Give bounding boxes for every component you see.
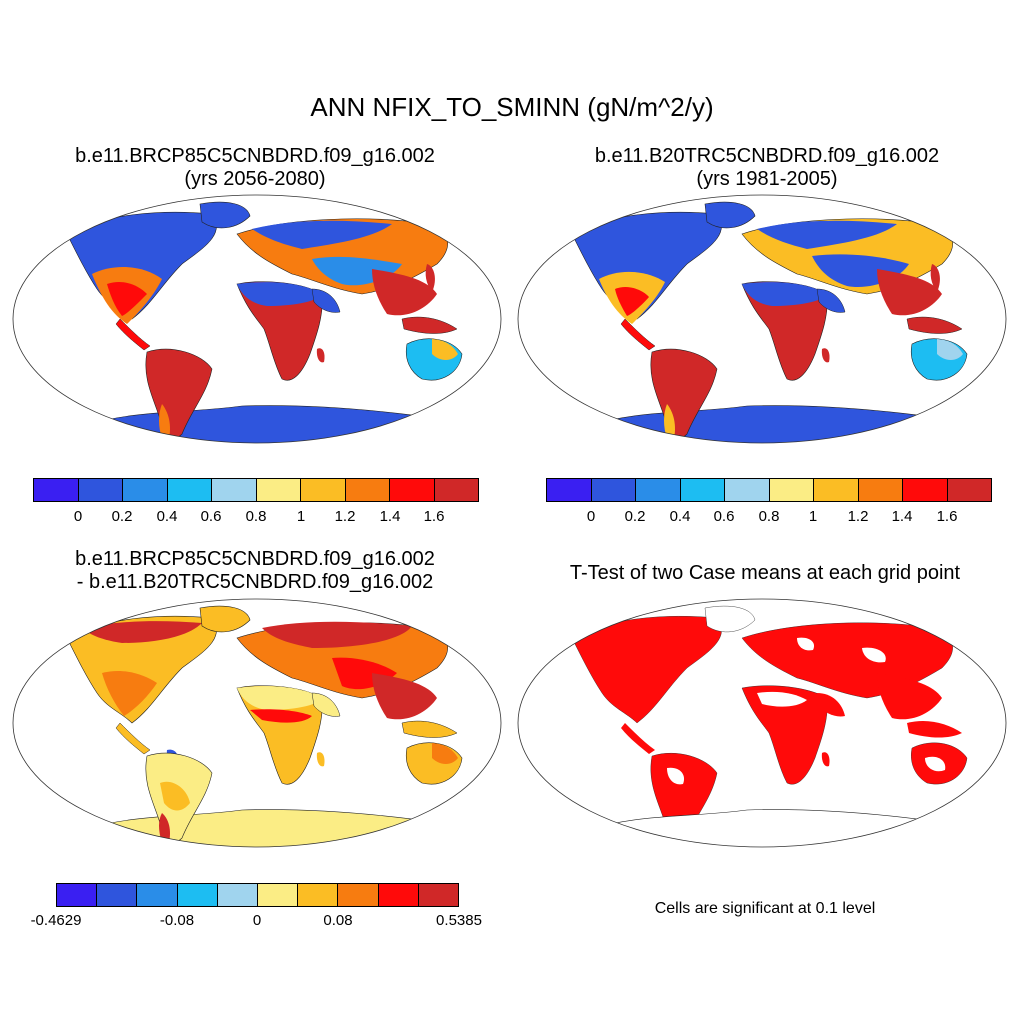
colorbar-tick-label: 1.4 bbox=[891, 508, 913, 525]
panel-title-line1: b.e11.BRCP85C5CNBDRD.f09_g16.002 bbox=[75, 548, 435, 570]
colorbar-top-left bbox=[33, 478, 479, 502]
antarctica-region bbox=[546, 405, 978, 443]
colorbar-tick-label: 1.4 bbox=[379, 508, 401, 525]
colorbar-top-right bbox=[546, 478, 992, 502]
colorbar-swatch bbox=[434, 479, 478, 501]
colorbar-swatch bbox=[636, 479, 681, 501]
colorbar-tick-label: 0.8 bbox=[245, 508, 267, 525]
colorbar-tick-label: 0.4 bbox=[156, 508, 178, 525]
colorbar-swatch bbox=[301, 479, 346, 501]
colorbar-swatch bbox=[947, 479, 991, 501]
colorbar-swatch bbox=[345, 479, 390, 501]
panel-title-bottom-right: T-Test of two Case means at each grid po… bbox=[569, 562, 961, 584]
panel-title-top-right: b.e11.B20TRC5CNBDRD.f09_g16.002 (yrs 198… bbox=[522, 145, 1012, 191]
colorbar-swatch bbox=[390, 479, 435, 501]
colorbar-swatch bbox=[769, 479, 814, 501]
colorbar-tick-label: 0.8 bbox=[758, 508, 780, 525]
panel-title-line1: b.e11.B20TRC5CNBDRD.f09_g16.002 bbox=[594, 145, 940, 167]
colorbar-swatch bbox=[212, 479, 257, 501]
significance-note: Cells are significant at 0.1 level bbox=[654, 900, 876, 917]
map-top-left bbox=[12, 194, 502, 444]
colorbar-swatch bbox=[903, 479, 948, 501]
panel-title-line2: (yrs 1981-2005) bbox=[696, 168, 838, 190]
north-america-region bbox=[66, 615, 217, 724]
colorbar-swatch bbox=[34, 479, 79, 501]
panel-title-line2: - b.e11.B20TRC5CNBDRD.f09_g16.002 bbox=[76, 571, 434, 593]
colorbar-swatch bbox=[217, 884, 259, 906]
colorbar-swatch bbox=[591, 479, 636, 501]
colorbar-tick-label: 1 bbox=[296, 508, 306, 525]
map-bottom-left bbox=[12, 598, 502, 848]
colorbar-tick-label: 1.2 bbox=[847, 508, 869, 525]
colorbar-swatch bbox=[418, 884, 459, 906]
colorbar-tick-label: 0.4 bbox=[669, 508, 691, 525]
colorbar-tick-label: -0.4629 bbox=[30, 912, 82, 929]
colorbar-swatch bbox=[167, 479, 212, 501]
colorbar-tick-label: 0 bbox=[73, 508, 83, 525]
colorbar-swatch bbox=[547, 479, 592, 501]
colorbar-swatch bbox=[814, 479, 859, 501]
antarctica-region bbox=[41, 809, 473, 847]
antarctica-region bbox=[546, 809, 978, 847]
panel-title-line1: b.e11.BRCP85C5CNBDRD.f09_g16.002 bbox=[75, 145, 435, 167]
colorbar-tick-label: 0 bbox=[252, 912, 262, 929]
map-bottom-right bbox=[517, 598, 1007, 848]
colorbar-swatch bbox=[680, 479, 725, 501]
panel-title-bottom-left: b.e11.BRCP85C5CNBDRD.f09_g16.002 - b.e11… bbox=[10, 548, 500, 594]
colorbar-tick-label: -0.08 bbox=[159, 912, 195, 929]
colorbar-swatch bbox=[338, 884, 379, 906]
north-america-region bbox=[571, 615, 722, 724]
colorbar-tick-label: 0 bbox=[586, 508, 596, 525]
colorbar-tick-label: 0.5385 bbox=[436, 912, 482, 929]
africa-region bbox=[741, 685, 828, 785]
antarctica-region bbox=[41, 405, 473, 443]
colorbar-tick-label: 1.2 bbox=[334, 508, 356, 525]
colorbar-tick-label: 0.6 bbox=[713, 508, 735, 525]
colorbar-tick-label: 0.6 bbox=[200, 508, 222, 525]
panel-title-top-left: b.e11.BRCP85C5CNBDRD.f09_g16.002 (yrs 20… bbox=[10, 145, 500, 191]
colorbar-swatch bbox=[378, 884, 419, 906]
colorbar-swatch bbox=[177, 884, 218, 906]
colorbar-swatch bbox=[256, 479, 301, 501]
colorbar-swatch bbox=[57, 884, 98, 906]
colorbar-tick-label: 0.08 bbox=[323, 912, 353, 929]
colorbar-tick-label: 0.2 bbox=[624, 508, 646, 525]
colorbar-bottom-left bbox=[56, 883, 459, 907]
colorbar-swatch bbox=[858, 479, 903, 501]
colorbar-swatch bbox=[97, 884, 138, 906]
colorbar-tick-label: 0.2 bbox=[111, 508, 133, 525]
colorbar-swatch bbox=[298, 884, 339, 906]
colorbar-tick-label: 1.6 bbox=[423, 508, 445, 525]
colorbar-swatch bbox=[123, 479, 168, 501]
colorbar-swatch bbox=[725, 479, 770, 501]
map-top-right bbox=[517, 194, 1007, 444]
colorbar-tick-label: 1 bbox=[808, 508, 818, 525]
colorbar-swatch bbox=[78, 479, 123, 501]
colorbar-swatch bbox=[137, 884, 178, 906]
main-title: ANN NFIX_TO_SMINN (gN/m^2/y) bbox=[310, 92, 714, 122]
panel-title-line2: (yrs 2056-2080) bbox=[184, 168, 326, 190]
colorbar-swatch bbox=[258, 884, 299, 906]
colorbar-tick-label: 1.6 bbox=[936, 508, 958, 525]
